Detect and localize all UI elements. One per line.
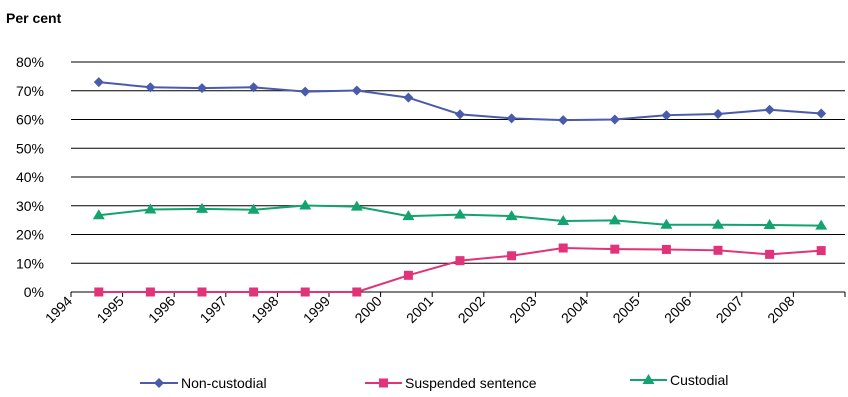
legend-label: Custodial [670,372,728,388]
data-point [379,378,388,388]
x-tick-label: 1995 [93,293,126,326]
x-tick-label: 2002 [455,293,488,326]
data-point [197,287,207,297]
data-point [764,104,775,115]
data-point [93,77,104,88]
data-point [352,287,362,297]
data-point [608,214,621,225]
data-point [249,287,259,297]
data-point [455,109,465,120]
series-line [98,247,822,293]
y-tick-label: 80% [16,54,44,70]
data-point [642,374,655,384]
y-tick-label: 10% [16,255,44,271]
y-tick-label: 30% [16,198,44,214]
y-tick-label: 50% [16,140,44,156]
x-tick-label: 2008 [764,293,797,326]
x-tick-label: 2000 [351,293,384,326]
data-point [351,85,362,96]
data-point [350,200,363,211]
x-tick-label: 2005 [609,293,642,326]
data-point [609,114,620,125]
data-point [713,109,723,120]
data-point [247,203,260,214]
legend-item: Suspended sentence [365,375,537,391]
data-point [402,210,415,221]
data-point [196,202,208,213]
data-point [816,108,827,119]
data-point [145,287,155,297]
data-point [506,113,517,124]
x-tick-label: 2003 [506,293,539,326]
x-tick-label: 2001 [403,293,436,326]
data-point [558,243,568,253]
y-tick-label: 40% [16,169,44,185]
data-point [403,92,414,103]
legend-label: Non-custodial [181,375,267,391]
y-tick-label: 60% [16,112,44,128]
series-suspended-sentence [94,243,826,297]
x-tick-label: 1998 [248,293,281,326]
y-tick-label: 70% [16,83,44,99]
x-tick-label: 2006 [661,293,694,326]
data-point [660,218,673,229]
data-point [610,244,620,254]
legend-item: Non-custodial [140,375,267,391]
series-layer [92,77,828,297]
x-axis-ticks: 1994 1995 1996 1997 1998 1999 2000 2001 2002 2003… [42,292,846,326]
data-point [712,218,724,229]
data-point [145,82,156,93]
data-point [454,208,466,219]
data-point [300,86,311,97]
data-point [557,214,570,225]
data-point [816,246,826,256]
data-point [154,378,164,388]
data-point [713,245,723,255]
data-point [403,270,413,280]
x-tick-label: 1999 [300,293,333,326]
series-custodial [92,199,828,230]
y-tick-label: 0% [24,284,44,300]
data-point [197,83,207,94]
x-tick-label: 2007 [713,293,746,326]
data-point [455,256,465,266]
data-point [661,110,672,121]
legend-label: Suspended sentence [405,375,537,391]
x-tick-label: 1997 [197,293,230,326]
x-tick-label: 1994 [42,293,75,326]
y-tick-label: 20% [16,227,44,243]
data-point [299,199,312,210]
data-point [300,287,310,297]
data-point [505,210,518,221]
data-point [144,203,157,214]
series-non-custodial [93,77,827,126]
data-point [94,287,104,297]
data-point [763,219,776,230]
data-point [661,244,671,254]
y-axis-ticks: 0% 10% 20% 30% 40% 50% 60% 70% 80% [16,54,44,300]
data-point [558,115,569,126]
y-axis-title: Per cent [6,10,62,26]
gridlines [71,61,845,293]
data-point [815,219,828,230]
legend-item: Custodial [630,372,728,388]
x-tick-label: 2004 [558,293,591,326]
data-point [507,251,517,261]
data-point [765,249,775,259]
legend: Non-custodial Suspended sentence Custodial [140,372,728,391]
data-point [248,82,259,93]
x-tick-label: 1996 [145,293,178,326]
data-point [92,209,105,220]
